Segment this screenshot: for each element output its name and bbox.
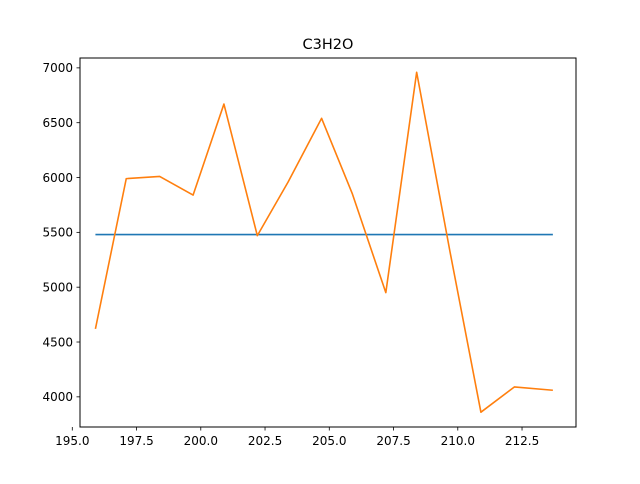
x-tick-label: 197.5	[119, 434, 153, 448]
y-tick-label: 6000	[42, 171, 73, 185]
chart-title: C3H2O	[303, 37, 354, 53]
x-tick-label: 195.0	[55, 434, 89, 448]
y-tick-label: 6500	[42, 116, 73, 130]
x-tick-label: 205.0	[312, 434, 346, 448]
x-tick-label: 207.5	[376, 434, 410, 448]
y-tick-label: 4000	[42, 390, 73, 404]
y-tick-label: 4500	[42, 335, 73, 349]
y-tick-label: 7000	[42, 61, 73, 75]
y-tick-label: 5000	[42, 280, 73, 294]
x-tick-label: 210.0	[441, 434, 475, 448]
x-tick-label: 200.0	[184, 434, 218, 448]
y-tick-label: 5500	[42, 226, 73, 240]
x-tick-label: 202.5	[248, 434, 282, 448]
x-tick-label: 212.5	[505, 434, 539, 448]
